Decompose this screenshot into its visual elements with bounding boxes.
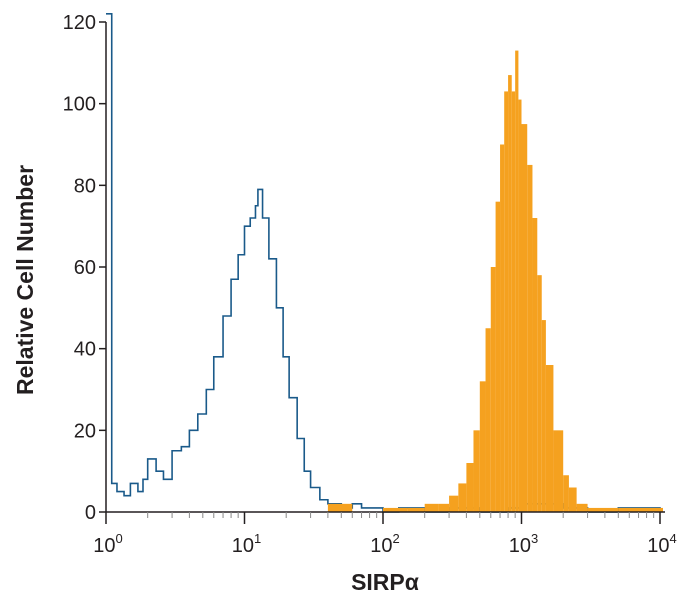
x-tick-label: 102 bbox=[370, 531, 399, 557]
y-axis-ticks: 0 20 40 60 80 100 120 bbox=[63, 12, 106, 524]
histogram-bar bbox=[407, 507, 425, 512]
x-axis-title: SIRPα bbox=[351, 569, 419, 595]
histogram-bar bbox=[508, 75, 512, 512]
histogram-bar bbox=[511, 91, 516, 513]
y-tick-label: 120 bbox=[63, 12, 96, 34]
histogram-bar bbox=[327, 503, 353, 512]
histogram-bar bbox=[563, 475, 569, 512]
histogram-bar bbox=[527, 164, 533, 513]
outline-histogram-series bbox=[106, 13, 661, 513]
histogram-bar bbox=[383, 507, 408, 512]
histogram-bar bbox=[490, 267, 496, 512]
y-tick-label: 20 bbox=[74, 420, 96, 442]
histogram-bar bbox=[500, 144, 505, 512]
histogram-bar bbox=[618, 507, 660, 512]
y-axis-title: Relative Cell Number bbox=[12, 165, 38, 395]
plot-area bbox=[106, 13, 663, 513]
x-tick-label: 100 bbox=[93, 531, 122, 557]
histogram-bar bbox=[532, 218, 538, 512]
filled-histogram-series bbox=[327, 50, 663, 513]
histogram-bar bbox=[424, 503, 439, 512]
histogram-bar bbox=[449, 495, 459, 512]
histogram-bar bbox=[495, 201, 501, 513]
histogram-bar bbox=[466, 463, 474, 512]
histogram-bar bbox=[438, 503, 450, 512]
histogram-bar bbox=[587, 507, 619, 512]
y-tick-label: 40 bbox=[74, 339, 96, 361]
x-tick-label: 101 bbox=[232, 531, 261, 557]
y-tick-label: 60 bbox=[74, 257, 96, 279]
histogram-bar bbox=[458, 483, 467, 512]
y-tick-label: 0 bbox=[85, 502, 96, 524]
histogram-bar bbox=[518, 99, 522, 512]
histogram-bar bbox=[485, 328, 491, 512]
histogram-bar bbox=[515, 50, 519, 512]
x-axis-ticks: 100 101 102 103 104 bbox=[93, 512, 677, 557]
histogram-bar bbox=[660, 507, 663, 512]
y-tick-label: 80 bbox=[74, 175, 96, 197]
x-tick-label: 103 bbox=[509, 531, 538, 557]
histogram-bar bbox=[553, 430, 564, 512]
histogram-bar bbox=[521, 124, 528, 512]
y-tick-label: 100 bbox=[63, 94, 96, 116]
histogram-bar bbox=[576, 503, 588, 512]
histogram-bar bbox=[537, 275, 542, 512]
histogram-bar bbox=[504, 91, 509, 513]
histogram-bar bbox=[545, 365, 554, 512]
histogram-bar bbox=[479, 381, 486, 512]
histogram-bar bbox=[541, 320, 546, 512]
histogram-bar bbox=[568, 487, 577, 512]
x-tick-label: 104 bbox=[647, 531, 676, 557]
histogram-bar bbox=[473, 430, 480, 512]
